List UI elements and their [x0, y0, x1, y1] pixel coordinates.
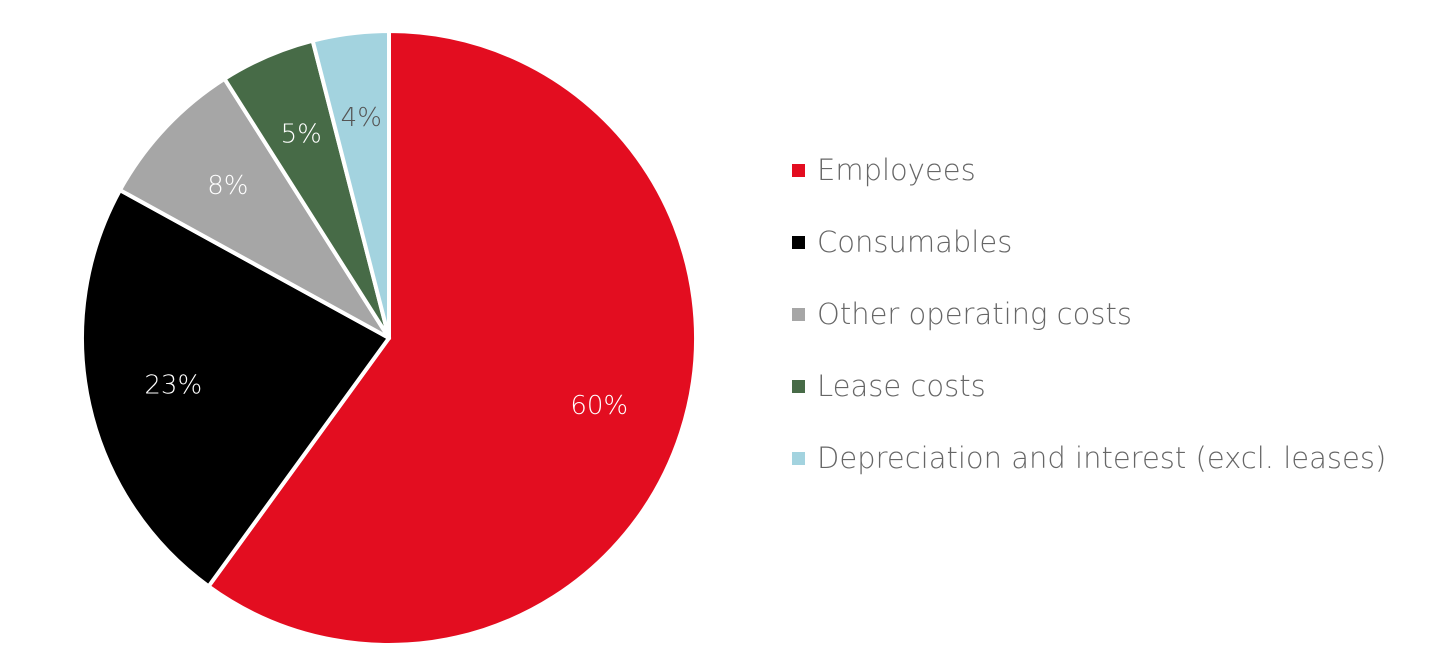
pie-slice-employees [206, 29, 698, 647]
data-label-employees: 60% [570, 391, 628, 421]
legend-item-consumables: Consumables [792, 222, 1386, 262]
pie-chart: 60% 23% 8% 5% 4% [80, 29, 698, 647]
legend: Employees Consumables Other operating cost… [792, 150, 1386, 510]
pie-slice-labels: 60% 23% 8% 5% 4% [144, 103, 628, 421]
legend-item-depreciation-and-interest-excl-leases: Depreciation and interest (excl. leases) [792, 438, 1386, 478]
legend-label: Depreciation and interest (excl. leases) [817, 441, 1387, 475]
legend-label: Lease costs [817, 369, 986, 403]
legend-swatch [792, 235, 805, 249]
legend-swatch [792, 379, 805, 393]
legend-label: Consumables [817, 225, 1013, 259]
legend-label: Employees [817, 153, 976, 187]
pie-slice-consumables [80, 188, 391, 589]
pie-slices [80, 29, 698, 647]
legend-swatch [792, 451, 805, 465]
data-label-consumables: 23% [144, 371, 202, 401]
legend-item-employees: Employees [792, 150, 1386, 190]
pie-slice-other-operating-costs [117, 76, 391, 340]
data-label-other-operating-costs: 8% [207, 171, 248, 201]
data-label-lease-costs: 5% [281, 120, 322, 150]
legend-swatch [792, 163, 805, 177]
legend-swatch [792, 307, 805, 321]
legend-label: Other operating costs [817, 297, 1132, 331]
data-label-depreciation-and-interest-excl-leases: 4% [341, 103, 382, 133]
pie-slice-depreciation-and-interest-excl-leases [310, 29, 391, 340]
legend-item-lease-costs: Lease costs [792, 366, 1386, 406]
legend-item-other-operating-costs: Other operating costs [792, 294, 1386, 334]
